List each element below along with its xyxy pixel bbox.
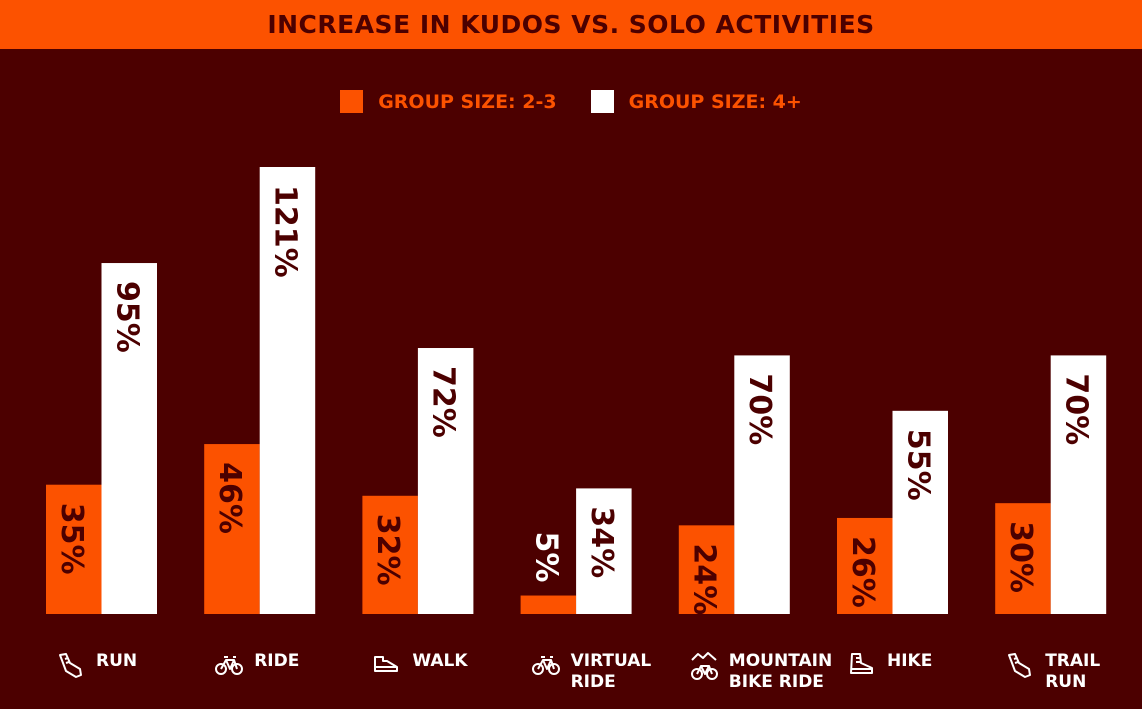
data-label: 46% [212, 462, 247, 534]
running-shoe-icon [59, 653, 82, 678]
category-text: HIKE [887, 651, 932, 672]
category-text-line: BIKE RIDE [728, 672, 824, 692]
bar-group-4-plus [101, 263, 157, 614]
data-label: 70% [742, 373, 777, 445]
data-label: 70% [1058, 373, 1093, 445]
bar-group-2-3 [678, 525, 735, 614]
data-label: 26% [845, 536, 880, 608]
legend-item-group-2-3: GROUP SIZE: 2-3 [340, 90, 557, 113]
legend-label: GROUP SIZE: 2-3 [378, 90, 557, 113]
legend-label: GROUP SIZE: 4+ [628, 90, 802, 113]
bike-icon [531, 656, 560, 675]
category-label-virtual-ride: VIRTUAL RIDE [531, 651, 652, 693]
legend-swatch [340, 90, 364, 113]
category-text-line: TRAIL [1045, 651, 1101, 671]
bar-chart: 35% 95% 46% 121% 32% 72% 5% 34% 24% 70% 26% 55% 30% 7… [46, 167, 1107, 615]
walking-shoe-icon [374, 656, 399, 672]
title-bar: INCREASE IN KUDOS VS. SOLO ACTIVITIES [0, 0, 1142, 49]
legend: GROUP SIZE: 2-3 GROUP SIZE: 4+ [0, 90, 1142, 113]
bar-group-4-plus [576, 488, 632, 614]
bar-group-4-plus [734, 355, 790, 614]
category-text-line: VIRTUAL [570, 651, 652, 671]
bar-group-2-3 [995, 503, 1051, 614]
category-label-mountain-bike-ride: MOUNTAIN BIKE RIDE [689, 651, 832, 693]
category-text-line: HIKE [887, 651, 933, 671]
bar-group-4-plus [1050, 355, 1107, 614]
category-label-ride: RIDE [214, 651, 299, 681]
category-text: MOUNTAIN BIKE RIDE [729, 651, 832, 693]
data-label: 72% [426, 366, 461, 438]
mountain-bike-icon [690, 652, 718, 680]
bar-group-4-plus [892, 410, 948, 614]
category-text-line: WALK [412, 651, 468, 671]
data-label: 5% [528, 532, 563, 583]
category-text-line: RIDE [570, 672, 616, 692]
category-text: VIRTUAL RIDE [571, 651, 652, 693]
category-text-line: RUN [1045, 672, 1087, 692]
hiking-boot-icon [850, 653, 873, 674]
legend-swatch [590, 90, 614, 113]
category-text: RUN [96, 651, 137, 672]
bar-group-2-3 [46, 484, 102, 614]
category-text: TRAIL RUN [1045, 651, 1100, 693]
bar-group-2-3 [204, 444, 260, 614]
category-text: RIDE [254, 651, 299, 672]
category-text-line: RIDE [254, 651, 300, 671]
data-label: 24% [687, 543, 722, 615]
bar-group-4-plus [417, 348, 474, 614]
data-label: 55% [900, 429, 935, 501]
category-label-hike: HIKE [847, 651, 932, 681]
category-label-trail-run: TRAIL RUN [1005, 651, 1100, 693]
data-label: 35% [54, 503, 89, 575]
data-label: 34% [584, 506, 619, 578]
chart-title: INCREASE IN KUDOS VS. SOLO ACTIVITIES [267, 10, 875, 39]
category-label-walk: WALK [372, 651, 468, 681]
bar-group-2-3 [837, 517, 893, 614]
category-text: WALK [412, 651, 467, 672]
data-label: 95% [109, 281, 144, 353]
data-label: 121% [267, 185, 302, 278]
bike-icon [215, 656, 244, 675]
trail-shoe-icon [1008, 653, 1032, 678]
bar-group-2-3 [362, 495, 418, 614]
bar-group-4-plus [259, 167, 316, 614]
category-label-run: RUN [56, 651, 137, 681]
data-label: 32% [370, 514, 405, 586]
legend-item-group-4-plus: GROUP SIZE: 4+ [590, 90, 802, 113]
category-text-line: RUN [96, 651, 138, 671]
category-text-line: MOUNTAIN [728, 651, 833, 671]
data-label: 30% [1003, 521, 1038, 593]
bar-group-2-3 [520, 595, 577, 614]
